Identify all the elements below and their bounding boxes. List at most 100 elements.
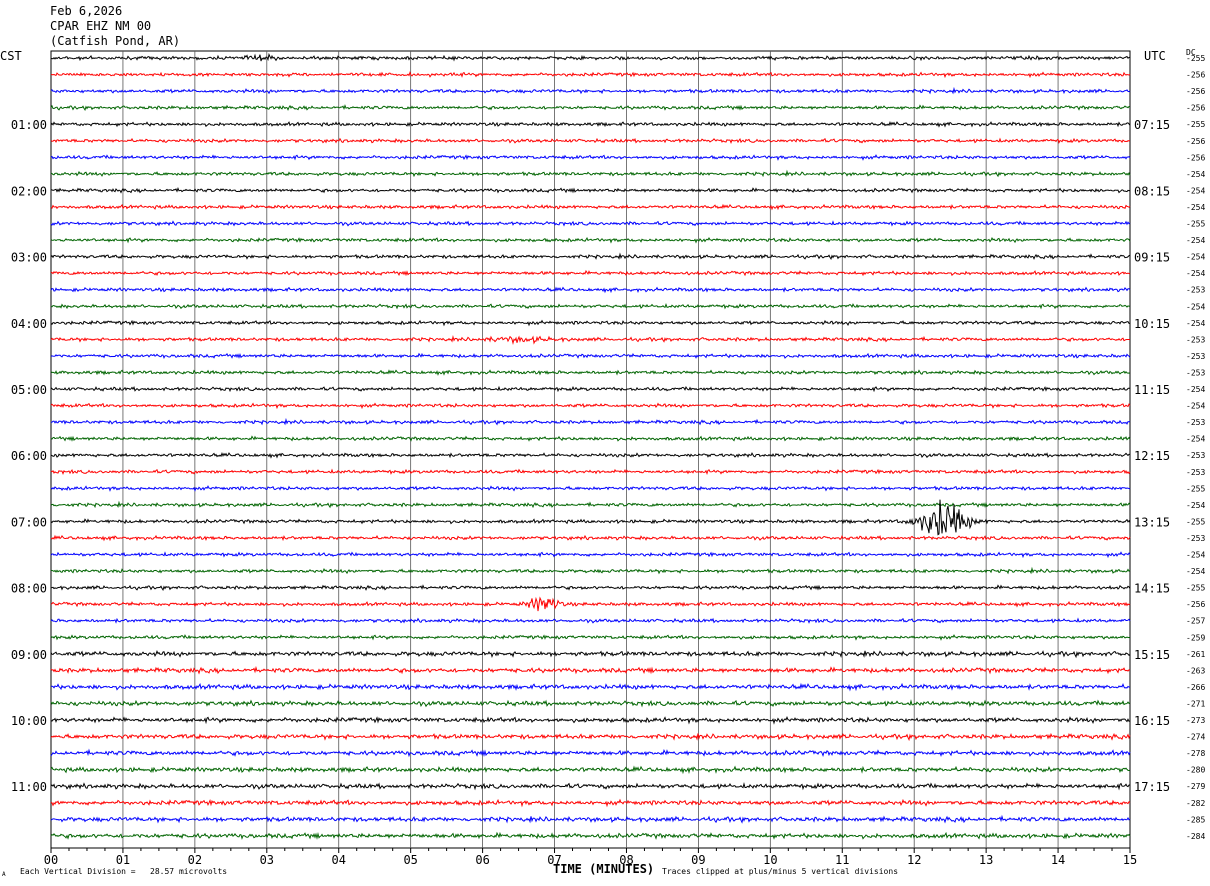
x-axis-title: TIME (MINUTES) xyxy=(553,862,655,876)
left-hour-label: 03:00 xyxy=(11,251,47,265)
dc-offset-label: -254 xyxy=(1186,186,1205,195)
right-timezone-label: UTC xyxy=(1144,49,1166,63)
trace-34 xyxy=(50,617,1131,624)
chart-header-station: CPAR EHZ NM 00 xyxy=(50,19,152,33)
trace-41 xyxy=(50,732,1131,742)
trace-35 xyxy=(50,634,1131,641)
trace-3 xyxy=(50,104,1131,112)
trace-6 xyxy=(50,154,1131,161)
right-hour-label: 08:15 xyxy=(1134,184,1170,198)
dc-offset-label: -254 xyxy=(1186,269,1205,278)
dc-offset-label: -259 xyxy=(1186,633,1205,642)
x-tick-label: 10 xyxy=(763,853,777,867)
dc-offset-label: -257 xyxy=(1186,617,1205,626)
x-tick-label: 00 xyxy=(44,853,58,867)
dc-offset-label: -255 xyxy=(1186,54,1205,63)
dc-offset-label: -280 xyxy=(1186,766,1205,775)
trace-11 xyxy=(50,236,1131,244)
trace-23 xyxy=(50,435,1131,442)
trace-27 xyxy=(50,500,1131,509)
trace-7 xyxy=(50,169,1131,178)
trace-10 xyxy=(50,220,1131,227)
left-hour-label: 05:00 xyxy=(11,383,47,397)
trace-12 xyxy=(50,252,1131,261)
dc-offset-label: -254 xyxy=(1186,319,1205,328)
trace-30 xyxy=(50,551,1131,559)
right-hour-label: 07:15 xyxy=(1134,118,1170,132)
dc-offset-label: -253 xyxy=(1186,368,1205,377)
trace-32 xyxy=(50,584,1131,592)
dc-offset-label: -254 xyxy=(1186,170,1205,179)
dc-offset-label: -254 xyxy=(1186,501,1205,510)
dc-offset-label: -253 xyxy=(1186,451,1205,460)
left-hour-label: 08:00 xyxy=(11,582,47,596)
trace-16 xyxy=(50,319,1130,327)
dc-offset-label: -254 xyxy=(1186,203,1205,212)
trace-2 xyxy=(50,86,1131,95)
dc-offset-label: -255 xyxy=(1186,517,1205,526)
x-tick-label: 07 xyxy=(547,853,561,867)
dc-offset-label: -253 xyxy=(1186,286,1205,295)
trace-1 xyxy=(50,71,1131,79)
dc-offset-label: -256 xyxy=(1186,153,1205,162)
dc-offset-label: -254 xyxy=(1186,302,1205,311)
dc-offset-label: -253 xyxy=(1186,352,1205,361)
trace-22 xyxy=(50,417,1131,426)
trace-45 xyxy=(50,798,1131,808)
dc-offset-label: -278 xyxy=(1186,749,1205,758)
trace-18 xyxy=(50,352,1131,360)
trace-19 xyxy=(50,369,1131,376)
dc-offset-label: -254 xyxy=(1186,567,1205,576)
right-hour-label: 10:15 xyxy=(1134,317,1170,331)
dc-offset-label: -282 xyxy=(1186,799,1205,808)
trace-31 xyxy=(50,566,1131,575)
trace-46 xyxy=(50,814,1131,824)
dc-offset-label: -254 xyxy=(1186,253,1205,262)
dc-label: DC xyxy=(1186,48,1196,57)
dc-offset-label: -279 xyxy=(1186,782,1205,791)
dc-offset-label: -255 xyxy=(1186,484,1205,493)
trace-13 xyxy=(50,269,1131,277)
corner-mark: A xyxy=(2,871,6,878)
trace-0 xyxy=(50,52,1131,62)
left-hour-label: 10:00 xyxy=(11,714,47,728)
trace-15 xyxy=(50,303,1131,310)
right-hour-label: 16:15 xyxy=(1134,714,1170,728)
right-hour-label: 17:15 xyxy=(1134,780,1170,794)
dc-offset-label: -254 xyxy=(1186,385,1205,394)
right-hour-label: 09:15 xyxy=(1134,251,1170,265)
dc-offset-label: -255 xyxy=(1186,220,1205,229)
x-tick-label: 15 xyxy=(1123,853,1137,867)
trace-29 xyxy=(50,534,1131,542)
x-tick-label: 05 xyxy=(403,853,417,867)
trace-20 xyxy=(50,385,1131,393)
trace-24 xyxy=(50,452,1131,459)
dc-offset-label: -256 xyxy=(1186,71,1205,80)
dc-offset-label: -263 xyxy=(1186,666,1205,675)
dc-offset-label: -254 xyxy=(1186,551,1205,560)
trace-26 xyxy=(50,485,1131,492)
x-tick-label: 03 xyxy=(260,853,274,867)
trace-25 xyxy=(50,468,1131,476)
dc-offset-label: -253 xyxy=(1186,418,1205,427)
x-tick-label: 04 xyxy=(332,853,346,867)
left-hour-label: 02:00 xyxy=(11,184,47,198)
scale-note: Each Vertical Division = 28.57 microvolt… xyxy=(20,867,228,876)
x-tick-label: 12 xyxy=(907,853,921,867)
x-tick-label: 08 xyxy=(619,853,633,867)
dc-offset-label: -254 xyxy=(1186,435,1205,444)
dc-offset-label: -285 xyxy=(1186,815,1205,824)
right-hour-label: 11:15 xyxy=(1134,383,1170,397)
trace-17 xyxy=(50,335,1131,345)
left-hour-label: 06:00 xyxy=(11,449,47,463)
dc-offset-label: -254 xyxy=(1186,236,1205,245)
dc-offset-label: -261 xyxy=(1186,650,1205,659)
right-hour-label: 13:15 xyxy=(1134,515,1170,529)
chart-header-date: Feb 6,2026 xyxy=(50,4,123,18)
dc-offset-label: -255 xyxy=(1186,584,1205,593)
left-hour-label: 11:00 xyxy=(11,780,47,794)
x-tick-label: 02 xyxy=(188,853,202,867)
dc-offset-label: -256 xyxy=(1186,600,1205,609)
trace-9 xyxy=(50,203,1131,211)
trace-28 xyxy=(50,499,1131,536)
